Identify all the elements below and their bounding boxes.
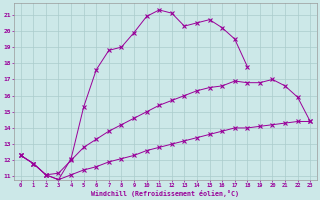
X-axis label: Windchill (Refroidissement éolien,°C): Windchill (Refroidissement éolien,°C) <box>92 190 239 197</box>
